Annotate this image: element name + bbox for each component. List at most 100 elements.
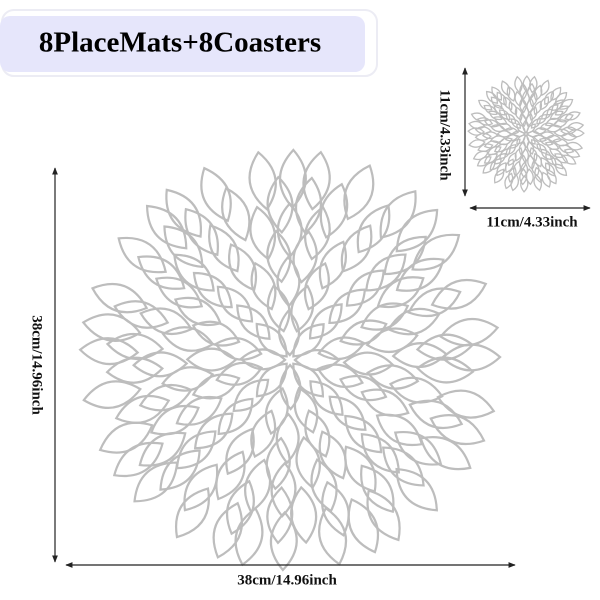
petal	[530, 117, 541, 129]
petal	[440, 343, 502, 372]
petal	[265, 436, 291, 491]
petal	[132, 351, 189, 378]
petal	[554, 91, 568, 105]
petal	[561, 154, 577, 165]
petal	[429, 414, 486, 446]
petal	[347, 497, 380, 554]
petal	[500, 80, 511, 97]
petal	[395, 208, 439, 253]
petal	[215, 450, 246, 501]
petal	[173, 296, 222, 326]
petal	[208, 223, 240, 273]
petal	[519, 97, 527, 114]
petal	[383, 235, 427, 276]
petal	[549, 110, 564, 121]
petal	[546, 134, 563, 143]
petal	[514, 75, 523, 94]
petal	[212, 501, 243, 559]
petal	[344, 414, 383, 454]
coaster-width: 11cm/4.33inch	[486, 214, 578, 230]
petal	[90, 282, 149, 314]
petal	[250, 261, 277, 311]
petal	[376, 276, 425, 309]
petal	[139, 307, 193, 336]
petal	[292, 362, 325, 398]
petal	[154, 276, 204, 309]
petal	[248, 150, 277, 211]
petal	[290, 485, 318, 545]
petal	[436, 389, 496, 419]
petal	[393, 430, 443, 466]
petal	[318, 430, 347, 480]
petal	[304, 205, 331, 261]
petal	[321, 480, 350, 537]
petal	[356, 204, 391, 254]
petal	[236, 304, 271, 340]
coaster-height: 11cm/4.33inch	[437, 89, 453, 181]
petal	[112, 441, 164, 478]
petal	[318, 240, 347, 290]
petal	[468, 139, 486, 148]
petal	[200, 166, 232, 223]
petal	[138, 383, 193, 412]
petal	[184, 207, 219, 257]
petal	[192, 271, 233, 309]
petal	[519, 82, 528, 100]
petal	[544, 117, 560, 127]
petal	[533, 100, 543, 116]
petal	[526, 134, 536, 145]
petal	[133, 461, 179, 503]
petal	[508, 101, 518, 116]
petal	[559, 98, 574, 110]
petal	[303, 261, 330, 311]
petal	[114, 394, 171, 424]
petal	[557, 113, 574, 123]
petal	[505, 158, 515, 174]
petal	[308, 303, 343, 340]
petal	[163, 225, 204, 269]
petal	[302, 150, 331, 211]
petal	[266, 175, 294, 235]
petal	[563, 148, 581, 158]
petal	[407, 287, 462, 318]
petal	[319, 182, 349, 239]
petal	[552, 138, 569, 147]
petal	[379, 190, 417, 239]
petal	[534, 166, 543, 184]
petal	[566, 122, 585, 131]
petal	[360, 464, 395, 514]
petal	[419, 436, 472, 471]
petal	[518, 154, 527, 171]
petal	[193, 412, 234, 450]
petal	[539, 96, 550, 111]
petal	[117, 236, 168, 274]
petal	[496, 162, 507, 177]
petal	[266, 229, 292, 284]
petal	[388, 376, 444, 404]
petal	[278, 148, 307, 210]
petal	[514, 147, 523, 162]
petal	[279, 363, 302, 411]
placemat	[78, 148, 502, 572]
petal	[216, 285, 254, 323]
petal	[560, 126, 578, 135]
petal	[191, 373, 241, 400]
coaster	[467, 75, 585, 193]
petal	[439, 317, 500, 347]
petal	[539, 122, 554, 131]
petal	[225, 479, 255, 536]
placemat-width: 38cm/14.96inch	[237, 572, 337, 588]
petal	[411, 233, 461, 271]
petal	[529, 90, 538, 108]
petal	[214, 337, 263, 361]
petal	[529, 106, 538, 121]
petal	[137, 255, 186, 290]
petal	[343, 164, 375, 221]
petal	[395, 467, 438, 512]
petal	[387, 307, 441, 336]
petal	[191, 320, 241, 347]
petal	[516, 123, 526, 134]
petal	[503, 96, 513, 111]
petal	[519, 112, 527, 128]
